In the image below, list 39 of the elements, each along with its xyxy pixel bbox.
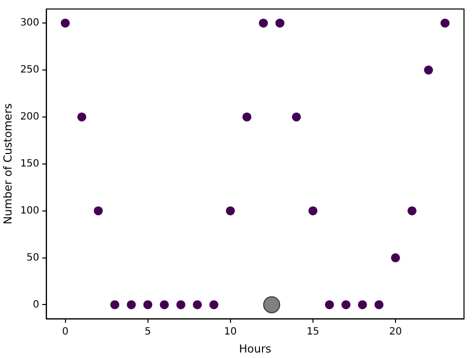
- x-tick-label: 0: [62, 326, 68, 338]
- y-tick-label: 200: [20, 112, 40, 123]
- point: [374, 300, 384, 310]
- point: [176, 300, 186, 310]
- y-tick-label: 50: [26, 252, 40, 264]
- point: [390, 253, 400, 262]
- point: [263, 296, 280, 314]
- point: [192, 300, 202, 310]
- y-tick-label: 250: [20, 64, 40, 76]
- point: [60, 18, 70, 28]
- point: [226, 206, 235, 216]
- point: [258, 18, 268, 28]
- point: [440, 18, 450, 28]
- point: [242, 112, 252, 122]
- y-tick-label: 100: [20, 205, 40, 216]
- y-tick-label: 0: [32, 299, 40, 310]
- point: [94, 206, 103, 216]
- y-tick-label: 150: [20, 158, 40, 170]
- x-tick-label: 15: [306, 326, 320, 338]
- y-axis-title: Number of Customers: [1, 103, 14, 224]
- x-tick-label: 5: [144, 326, 152, 338]
- x-axis-title: Hours: [239, 342, 272, 356]
- point: [77, 112, 86, 122]
- point: [143, 300, 152, 310]
- point: [110, 300, 120, 310]
- point: [407, 206, 416, 216]
- point: [358, 300, 367, 310]
- point: [324, 300, 334, 310]
- x-tick-label: 20: [389, 326, 402, 338]
- point: [424, 66, 434, 75]
- point: [126, 300, 136, 310]
- point: [160, 300, 169, 310]
- point: [341, 300, 350, 310]
- point: [292, 112, 301, 122]
- point: [275, 18, 284, 28]
- x-tick-label: 10: [224, 326, 237, 338]
- point: [308, 206, 318, 216]
- y-tick-label: 300: [20, 18, 40, 29]
- point: [209, 300, 218, 310]
